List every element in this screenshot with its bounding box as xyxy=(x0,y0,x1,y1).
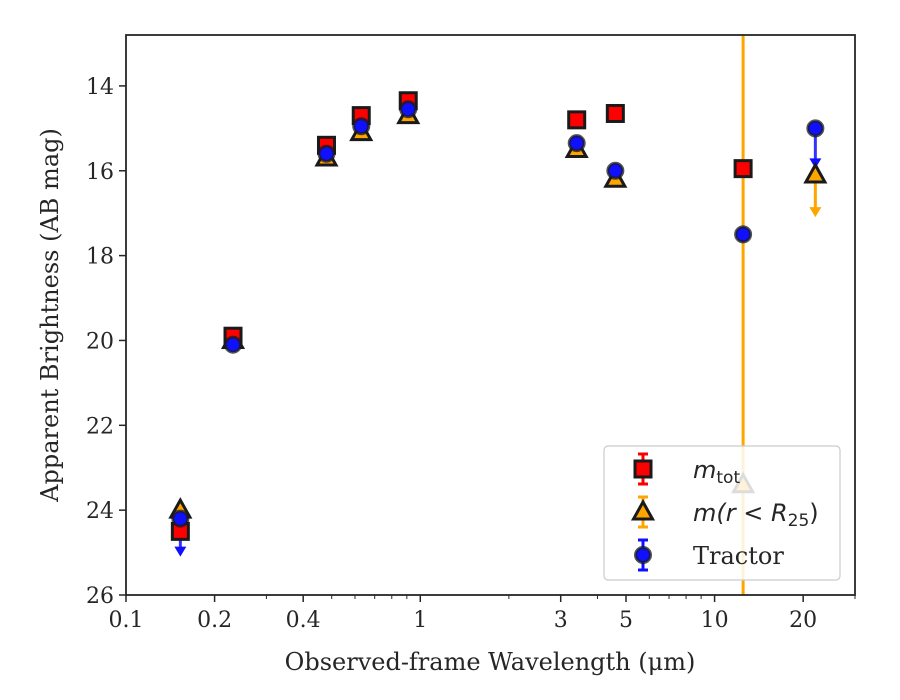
legend-marker xyxy=(633,459,653,479)
tractor-point xyxy=(734,225,753,244)
x-tick-label: 10 xyxy=(701,608,729,633)
mtot-point xyxy=(567,110,587,130)
tractor-limit-arrow xyxy=(174,546,187,557)
y-tick-label: 14 xyxy=(86,75,114,100)
y-tick-label: 16 xyxy=(86,160,114,185)
legend-marker xyxy=(634,546,652,564)
x-tick-label: 0.2 xyxy=(197,608,232,633)
tractor-point xyxy=(806,119,825,138)
legend-box xyxy=(603,445,841,581)
x-axis-ticks: 0.1 0.2 0.4 1 3 5 10 20 xyxy=(109,595,856,633)
x-tick-label: 3 xyxy=(554,608,568,633)
x-axis-label: Observed-frame Wavelength (μm) xyxy=(285,648,696,676)
mtot-point xyxy=(733,159,753,179)
legend-label-base: m xyxy=(693,456,716,484)
legend-label-subscript: 25 xyxy=(788,511,810,531)
legend-label-base: m(r < R xyxy=(693,499,788,527)
legend-label-subscript: tot xyxy=(716,468,740,488)
tractor-point xyxy=(171,509,190,528)
tractor-point xyxy=(317,144,336,163)
tractor-point xyxy=(224,335,243,354)
legend: mtot m(r < R25) Tractor xyxy=(603,445,841,581)
legend-label-tail: ) xyxy=(809,499,818,527)
x-tick-label: 5 xyxy=(619,608,633,633)
y-tick-label: 22 xyxy=(86,414,114,439)
legend-marker xyxy=(630,498,656,521)
mr25-point xyxy=(803,161,828,184)
y-tick-label: 24 xyxy=(86,499,114,524)
y-tick-label: 20 xyxy=(86,329,114,354)
mr25-limit-arrow xyxy=(809,207,822,218)
y-axis-ticks: 14 16 18 20 22 24 26 xyxy=(86,75,126,609)
x-tick-label: 0.1 xyxy=(109,608,144,633)
legend-label: Tractor xyxy=(693,542,784,570)
x-tick-label: 1 xyxy=(413,608,427,633)
y-tick-label: 26 xyxy=(86,584,114,609)
tractor-point xyxy=(399,100,418,119)
tractor-point xyxy=(606,161,625,180)
x-tick-label: 20 xyxy=(789,608,817,633)
legend-label: m(r < R25) xyxy=(693,499,819,531)
tractor-point xyxy=(567,134,586,153)
plot-frame xyxy=(125,34,856,596)
y-axis-label: Apparent Brightness (AB mag) xyxy=(36,128,64,503)
legend-label: mtot xyxy=(693,456,740,488)
tractor-point xyxy=(352,117,371,136)
x-tick-label: 0.4 xyxy=(286,608,321,633)
mtot-point xyxy=(605,103,625,123)
y-tick-label: 18 xyxy=(86,245,114,270)
